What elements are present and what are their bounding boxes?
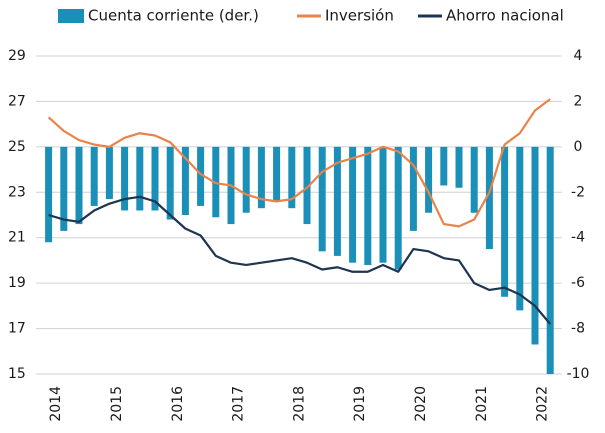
bar (166, 146, 174, 220)
y-tick-label: 29 (8, 48, 26, 64)
line (47, 98, 551, 228)
bar (75, 146, 83, 225)
bar (379, 146, 387, 263)
y2-tick-label: 2 (574, 93, 583, 109)
bar (181, 146, 189, 215)
legend-label: Ahorro nacional (446, 7, 564, 25)
bar (60, 146, 68, 231)
x-tick-label: 2014 (48, 386, 64, 422)
bar (425, 146, 433, 213)
y-tick-label: 17 (8, 321, 26, 337)
y-tick-label: 23 (8, 184, 26, 200)
bar (121, 146, 129, 211)
bar (136, 146, 144, 211)
y-tick-label: 27 (8, 93, 26, 109)
bar (455, 146, 463, 188)
bar (470, 146, 478, 213)
bar (516, 146, 524, 311)
y2-tick-label: 4 (574, 48, 583, 64)
legend-label: Inversión (325, 7, 394, 25)
y2-tick-label: -2 (571, 184, 585, 200)
bar (485, 146, 493, 250)
bar (45, 146, 53, 243)
x-tick-label: 2017 (231, 386, 247, 422)
bar (242, 146, 250, 213)
x-tick-label: 2020 (413, 386, 429, 422)
bar (409, 146, 417, 231)
bar (303, 146, 311, 225)
legend-label: Cuenta corriente (der.) (88, 7, 259, 25)
bar (151, 146, 159, 211)
bar (288, 146, 296, 209)
bar (90, 146, 98, 206)
y-tick-label: 21 (8, 230, 26, 246)
bar (105, 146, 113, 200)
bar (273, 146, 281, 202)
bar (501, 146, 509, 297)
y-tick-label: 15 (8, 366, 26, 382)
x-tick-label: 2021 (474, 386, 490, 422)
y2-tick-label: -10 (567, 366, 590, 382)
y2-tick-label: -4 (571, 230, 585, 246)
bar (349, 146, 357, 263)
legend-swatch (58, 9, 84, 23)
bar (333, 146, 341, 256)
bar (257, 146, 265, 209)
x-tick-label: 2019 (352, 386, 368, 422)
x-tick-label: 2022 (535, 386, 551, 422)
bar (440, 146, 448, 186)
x-tick-label: 2016 (170, 386, 186, 422)
bar (546, 146, 554, 374)
y-tick-label: 19 (8, 275, 26, 291)
x-tick-label: 2018 (291, 386, 307, 422)
y2-tick-label: -6 (571, 275, 585, 291)
bar (394, 146, 402, 270)
bar (318, 146, 326, 252)
bar (197, 146, 205, 206)
legend: Cuenta corriente (der.) Inversión Ahorro n… (58, 7, 564, 25)
y-tick-label: 25 (8, 139, 26, 155)
x-tick-label: 2015 (109, 386, 125, 422)
bar (531, 146, 539, 345)
y2-tick-label: 0 (574, 139, 583, 155)
y2-tick-label: -8 (571, 321, 585, 337)
line (48, 195, 552, 325)
bar (364, 146, 372, 265)
